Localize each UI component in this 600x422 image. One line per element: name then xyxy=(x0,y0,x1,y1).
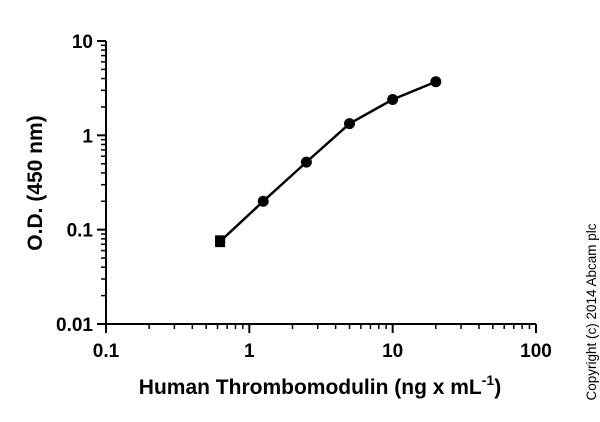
y-tick-label: 0.01 xyxy=(56,315,93,336)
data-point xyxy=(257,195,269,207)
data-point xyxy=(430,76,442,88)
x-tick-label: 0.1 xyxy=(93,341,120,362)
x-axis-label-superscript: -1 xyxy=(482,372,495,388)
y-axis-label: O.D. (450 nm) xyxy=(24,115,47,250)
x-axis-label-suffix: ) xyxy=(494,376,501,399)
data-point xyxy=(387,93,399,105)
y-tick-label: 10 xyxy=(72,32,93,53)
x-axis-label-main: Human Thrombomodulin (ng x mL xyxy=(139,376,482,399)
data-point xyxy=(344,118,356,130)
series-layer xyxy=(215,76,442,248)
y-tick-label: 0.1 xyxy=(67,221,94,242)
data-point xyxy=(300,156,312,168)
axes xyxy=(105,41,536,325)
series-line xyxy=(219,80,437,243)
y-tick-label: 1 xyxy=(82,126,93,147)
x-axis-label: Human Thrombomodulin (ng x mL-1) xyxy=(139,372,501,399)
x-tick-label: 10 xyxy=(382,341,403,362)
x-tick-label: 100 xyxy=(520,341,552,362)
x-tick-label: 1 xyxy=(244,341,255,362)
data-point-marker xyxy=(215,235,226,244)
copyright-notice: Copyright (c) 2014 Abcam plc xyxy=(584,223,599,400)
